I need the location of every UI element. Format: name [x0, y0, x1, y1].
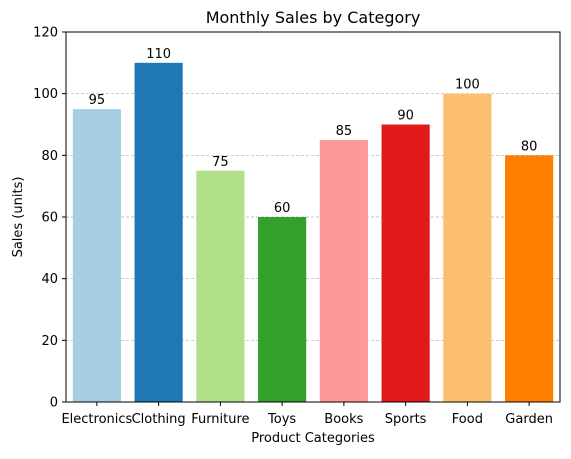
bar-furniture	[196, 170, 245, 402]
data-label-electronics: 95	[89, 93, 106, 108]
bar-books	[319, 139, 368, 402]
bar-toys	[258, 217, 307, 402]
y-tick-label-80: 80	[41, 149, 58, 164]
x-tick-label-furniture: Furniture	[191, 412, 249, 427]
y-tick-label-0: 0	[50, 396, 58, 411]
y-tick-label-60: 60	[41, 211, 58, 226]
data-label-furniture: 75	[212, 155, 229, 170]
x-tick-label-books: Books	[324, 412, 363, 427]
data-label-books: 85	[336, 124, 353, 139]
bar-food	[443, 93, 492, 403]
bars-layer	[72, 62, 554, 403]
data-label-food: 100	[455, 78, 480, 93]
y-tick-label-20: 20	[41, 334, 58, 349]
x-tick-label-clothing: Clothing	[132, 412, 186, 427]
data-label-clothing: 110	[146, 47, 171, 62]
bar-sports	[381, 124, 430, 402]
chart-title: Monthly Sales by Category	[206, 8, 421, 27]
bar-garden	[505, 155, 554, 402]
bar-electronics	[72, 109, 121, 402]
x-tick-label-food: Food	[452, 412, 483, 427]
x-tick-label-toys: Toys	[267, 412, 296, 427]
x-tick-label-electronics: Electronics	[61, 412, 132, 427]
data-label-toys: 60	[274, 201, 291, 216]
y-tick-label-40: 40	[41, 272, 58, 287]
x-tick-label-garden: Garden	[505, 412, 553, 427]
y-tick-label-120: 120	[33, 26, 58, 41]
x-tick-label-sports: Sports	[385, 412, 427, 427]
bar-clothing	[134, 62, 183, 402]
labels-layer: 95 110 75 60 85 90 100 80	[89, 47, 538, 216]
x-axis-label: Product Categories	[251, 431, 375, 446]
y-tick-label-100: 100	[33, 87, 58, 102]
data-label-garden: 80	[521, 139, 538, 154]
y-axis-label: Sales (units)	[11, 177, 26, 258]
axes-layer: 0 20 40 60 80 100 120 Electronics Clothing Furnit…	[33, 26, 561, 427]
data-label-sports: 90	[397, 109, 414, 124]
